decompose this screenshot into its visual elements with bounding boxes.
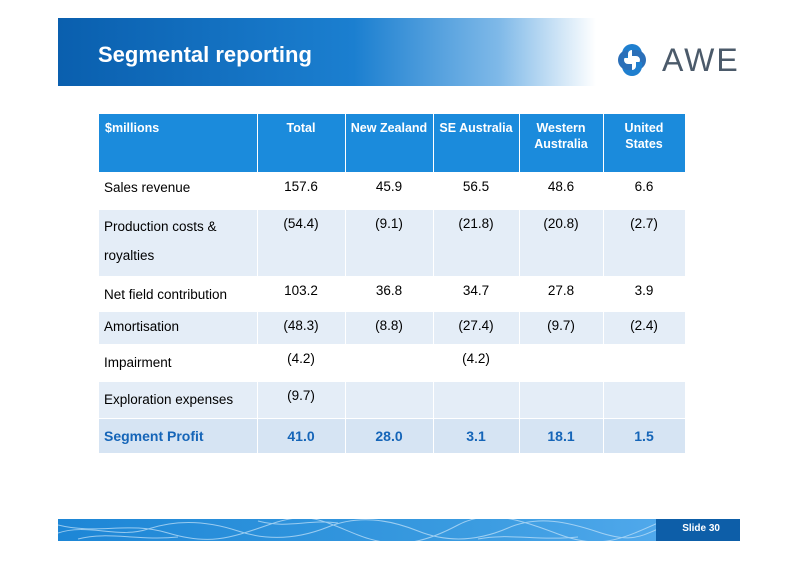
table-cell: (2.7) [603, 209, 686, 277]
topographic-pattern [58, 519, 658, 541]
table-cell: 56.5 [433, 172, 520, 210]
row-label: Segment Profit [99, 418, 258, 453]
title-bar [58, 18, 596, 86]
table-cell: (4.2) [433, 344, 520, 382]
row-label: Impairment [99, 344, 258, 382]
logo-text: AWE [662, 42, 740, 78]
footer-slide-panel [656, 519, 740, 541]
table-cell: 18.1 [519, 418, 604, 453]
column-header: United States [603, 114, 686, 173]
table-cell: (9.7) [519, 311, 604, 345]
table-cell: (48.3) [257, 311, 346, 345]
table-cell: 3.1 [433, 418, 520, 453]
table-cell [433, 381, 520, 419]
table-cell: (8.8) [345, 311, 434, 345]
awe-logo-mark-icon [618, 44, 646, 76]
table-cell: (27.4) [433, 311, 520, 345]
table-row: Exploration expenses (9.7) [99, 381, 686, 419]
table-cell: (54.4) [257, 209, 346, 277]
row-label: Net field contribution [99, 276, 258, 312]
table-cell: 36.8 [345, 276, 434, 312]
table-cell: 34.7 [433, 276, 520, 312]
table-cell: 27.8 [519, 276, 604, 312]
table-row: Amortisation (48.3) (8.8) (27.4) (9.7) (… [99, 311, 686, 345]
table-cell [603, 344, 686, 382]
table-row: Net field contribution 103.2 36.8 34.7 2… [99, 276, 686, 312]
table-cell: (21.8) [433, 209, 520, 277]
table-cell: 41.0 [257, 418, 346, 453]
column-header: $millions [99, 114, 258, 173]
table-row: Impairment (4.2) (4.2) [99, 344, 686, 382]
table-cell: (2.4) [603, 311, 686, 345]
table-cell: 157.6 [257, 172, 346, 210]
table-row: Sales revenue 157.6 45.9 56.5 48.6 6.6 [99, 172, 686, 210]
row-label: Amortisation [99, 311, 258, 345]
table-cell [345, 344, 434, 382]
table-cell [603, 381, 686, 419]
table-header-row: $millions Total New Zealand SE Australia… [99, 114, 686, 173]
slide-number: Slide 30 [682, 523, 720, 534]
table-cell: 103.2 [257, 276, 346, 312]
table-cell: 6.6 [603, 172, 686, 210]
table-cell: (9.7) [257, 381, 346, 419]
column-header: SE Australia [433, 114, 520, 173]
column-header: Western Australia [519, 114, 604, 173]
footer-bar: Slide 30 [58, 519, 740, 541]
segment-profit-row: Segment Profit 41.0 28.0 3.1 18.1 1.5 [99, 418, 686, 453]
table-cell: 28.0 [345, 418, 434, 453]
table-row: Production costs & royalties (54.4) (9.1… [99, 209, 686, 277]
row-label: Exploration expenses [99, 381, 258, 419]
table-cell: (20.8) [519, 209, 604, 277]
row-label: Sales revenue [99, 172, 258, 210]
slide-title: Segmental reporting [98, 42, 312, 67]
table-cell: (9.1) [345, 209, 434, 277]
awe-logo: AWE [612, 36, 742, 84]
column-header: New Zealand [345, 114, 434, 173]
row-label: Production costs & royalties [99, 209, 258, 277]
table-cell: 3.9 [603, 276, 686, 312]
table-cell [519, 381, 604, 419]
table-cell [519, 344, 604, 382]
segment-table: $millions Total New Zealand SE Australia… [99, 114, 686, 453]
table-cell: 48.6 [519, 172, 604, 210]
column-header: Total [257, 114, 346, 173]
table-cell: 1.5 [603, 418, 686, 453]
table-cell: (4.2) [257, 344, 346, 382]
table-cell: 45.9 [345, 172, 434, 210]
table-cell [345, 381, 434, 419]
